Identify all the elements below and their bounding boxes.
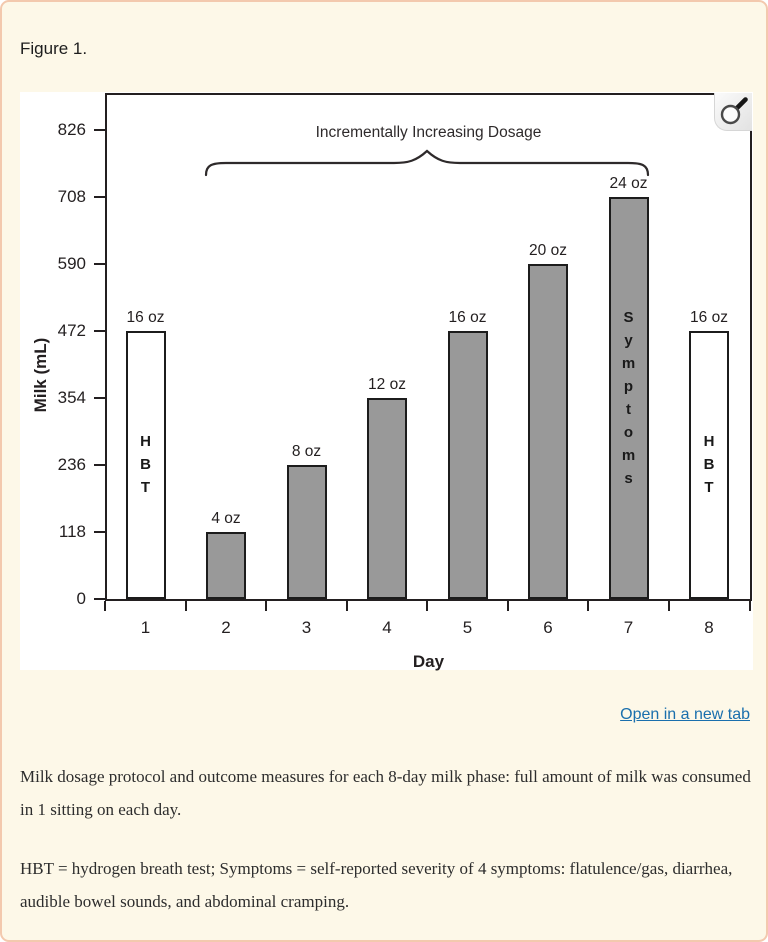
x-axis-tick xyxy=(104,601,106,611)
x-tick-label-day-4: 4 xyxy=(382,618,392,637)
bar-text-letter: o xyxy=(623,423,634,441)
bar-text-letter: y xyxy=(624,331,633,349)
x-axis-tick xyxy=(184,601,187,611)
x-tick-label-day-8: 8 xyxy=(704,618,714,637)
bar-text-letter: B xyxy=(140,456,151,474)
y-axis-tick xyxy=(94,598,105,600)
bar-dose-label: 16 oz xyxy=(448,308,487,326)
bar-text-letter: s xyxy=(624,469,633,487)
x-axis-label: Day xyxy=(412,652,445,671)
x-tick-label-day-1: 1 xyxy=(140,618,151,637)
bar-dose-label: 8 oz xyxy=(291,442,322,460)
x-axis-tick xyxy=(345,601,348,611)
figure-label: Figure 1. xyxy=(20,39,88,58)
y-axis-tick xyxy=(94,128,105,131)
x-axis-tick xyxy=(426,601,429,611)
bar-day-6 xyxy=(528,263,568,599)
x-axis-tick xyxy=(506,601,509,611)
y-axis-tick xyxy=(94,463,105,466)
x-axis-tick xyxy=(265,601,268,611)
zoom-button[interactable] xyxy=(714,93,752,131)
bar-text-letter: m xyxy=(621,354,636,372)
y-axis-tick xyxy=(94,195,105,198)
bar-dose-label: 16 oz xyxy=(126,308,165,326)
bar-text-letter: t xyxy=(626,400,631,418)
y-tick-label: 0 xyxy=(76,589,86,608)
bar-day-2 xyxy=(206,531,246,599)
bar-text-letter: B xyxy=(703,456,715,474)
figure-caption: Milk dosage protocol and outcome measure… xyxy=(20,767,751,819)
bar-text-letter: m xyxy=(621,446,636,464)
bar-dose-label: 24 oz xyxy=(609,174,648,192)
y-tick-label: 472 xyxy=(57,320,86,340)
bar-dose-label: 4 oz xyxy=(211,509,241,527)
x-axis-tick xyxy=(587,601,590,611)
x-tick-label-day-3: 3 xyxy=(301,618,312,637)
y-tick-label: 354 xyxy=(57,387,86,407)
y-tick-label: 708 xyxy=(57,186,86,206)
bar-text-letter: T xyxy=(704,479,714,497)
bar-dose-label: 16 oz xyxy=(690,308,728,326)
figure-caption-abbreviations: HBT = hydrogen breath test; Symptoms = s… xyxy=(20,859,733,911)
y-axis-tick xyxy=(94,396,105,399)
bar-text-letter: p xyxy=(623,377,634,395)
bar-text-letter: H xyxy=(140,433,151,451)
bar-day-4 xyxy=(367,397,407,599)
brace-annotation xyxy=(204,149,650,177)
y-axis-tick xyxy=(94,262,105,265)
chart-title: Incrementally Increasing Dosage xyxy=(315,124,542,141)
plot-area xyxy=(105,93,752,601)
y-axis-tick xyxy=(94,530,105,533)
bar-day-5 xyxy=(447,330,488,599)
y-axis-tick xyxy=(94,329,105,332)
bar-dose-label: 20 oz xyxy=(529,241,567,259)
y-tick-label: 236 xyxy=(57,454,86,474)
figure-image[interactable]: Incrementally Increasing Dosage Milk (mL… xyxy=(20,92,753,671)
bar-text-letter: S xyxy=(623,308,634,326)
y-tick-label: 826 xyxy=(57,119,86,139)
y-tick-label: 590 xyxy=(57,253,86,273)
open-in-new-tab-link[interactable]: Open in a new tab xyxy=(620,706,750,723)
bar-text-letter: H xyxy=(703,433,715,451)
x-tick-label-day-6: 6 xyxy=(543,618,553,637)
magnifier-icon xyxy=(720,97,748,125)
x-tick-label-day-7: 7 xyxy=(623,618,634,637)
x-axis-tick xyxy=(749,601,751,611)
x-tick-label-day-5: 5 xyxy=(462,618,473,637)
bar-day-3 xyxy=(286,464,327,599)
x-tick-label-day-2: 2 xyxy=(221,618,231,637)
x-axis-tick xyxy=(667,601,670,611)
bar-dose-label: 12 oz xyxy=(368,375,406,393)
bar-text-letter: T xyxy=(140,479,151,497)
y-tick-label: 118 xyxy=(58,521,86,541)
